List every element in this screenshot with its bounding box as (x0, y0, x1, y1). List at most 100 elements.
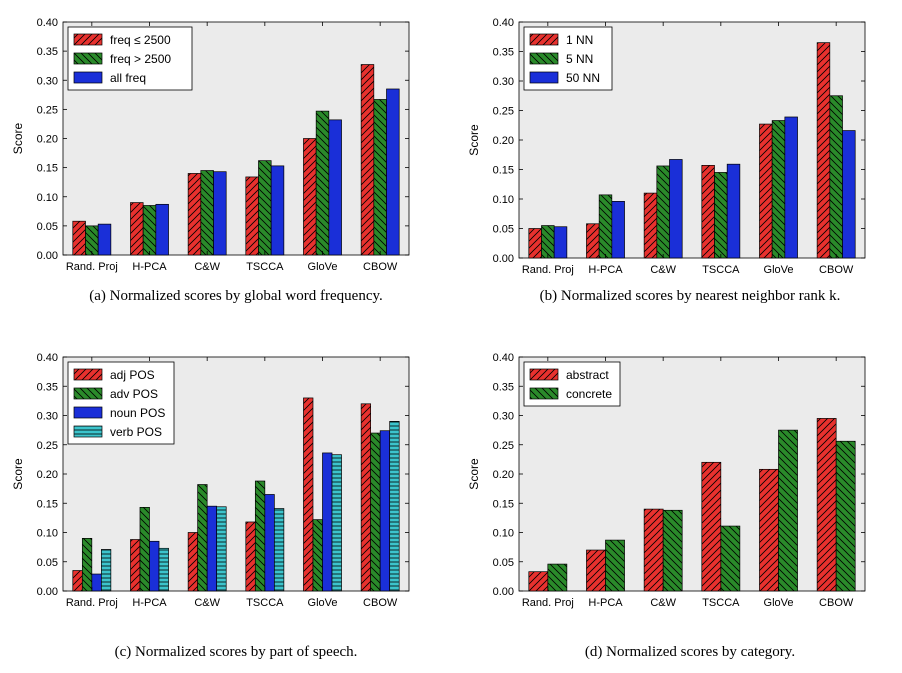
y-tick-label: 0.10 (37, 192, 58, 204)
x-tick-label: CBOW (363, 597, 398, 609)
y-tick-label: 0.25 (37, 440, 58, 452)
bar-hatch (599, 194, 612, 258)
bar-hatch (759, 124, 773, 258)
bar-outline (605, 539, 625, 592)
y-tick-label: 0.25 (493, 440, 514, 452)
bar-hatch (701, 462, 721, 591)
bar-c-0-2 (91, 574, 102, 591)
y-axis-label: Score (11, 458, 25, 490)
legend-swatch-hatch (530, 34, 558, 45)
bar-hatch (245, 176, 259, 255)
bar-outline (216, 506, 227, 592)
bar-hatch (586, 550, 606, 591)
bar-outline (835, 440, 856, 592)
x-tick-label: Rand. Proj (66, 261, 118, 273)
legend-swatch-outline (529, 387, 559, 400)
legend-label: abstract (566, 368, 609, 382)
bar-hatch (586, 223, 600, 258)
bar-hatch (547, 564, 567, 591)
x-tick-label: TSCCA (246, 597, 284, 609)
bar-outline (81, 537, 93, 592)
legend-label: 1 NN (566, 33, 593, 47)
bar-hatch (159, 548, 169, 591)
y-tick-label: 0.10 (37, 528, 58, 540)
bar-hatch (188, 532, 198, 591)
y-tick-label: 0.25 (493, 106, 514, 118)
bar-outline (669, 159, 683, 259)
bar-hatch (389, 421, 400, 591)
bar-hatch (772, 120, 785, 258)
bar-hatch (130, 539, 140, 591)
bar-hatch (528, 571, 548, 591)
bar-a-1-2 (155, 204, 169, 255)
bar-hatch (714, 172, 728, 258)
chart-panel-d: 0.00 0.05 0.10 0.15 0.20 0.25 0.30 0.35 0.40 Scor… (467, 352, 866, 660)
x-tick-label: GloVe (764, 264, 794, 276)
x-tick-label: Rand. Proj (522, 597, 574, 609)
legend-swatch-outline (73, 387, 103, 400)
bar-hatch (332, 454, 342, 591)
bar-outline (97, 223, 112, 256)
x-tick-label: TSCCA (246, 261, 284, 273)
bar-outline (553, 226, 568, 259)
legend-swatch-outline (73, 52, 103, 65)
y-tick-label: 0.10 (493, 194, 514, 206)
bar-hatch (605, 540, 625, 591)
bar-b-3-2 (727, 164, 740, 258)
y-tick-label: 0.15 (493, 165, 514, 177)
bar-b-2-2 (669, 159, 683, 258)
y-tick-label: 0.20 (493, 135, 514, 147)
y-tick-label: 0.05 (37, 557, 58, 569)
y-tick-label: 0.30 (493, 411, 514, 423)
bar-outline (547, 563, 568, 592)
x-tick-label: C&W (194, 261, 220, 273)
bar-outline (213, 171, 227, 256)
x-tick-label: TSCCA (702, 597, 740, 609)
bar-outline (662, 509, 683, 592)
bar-b-4-2 (784, 116, 798, 259)
figure-caption: (d) Normalized scores by category. (585, 644, 795, 660)
bar-hatch (373, 99, 387, 255)
bar-hatch (188, 173, 201, 255)
legend-swatch-outline (73, 71, 103, 84)
bar-hatch (303, 138, 317, 255)
y-axis-label: Score (467, 124, 481, 156)
legend-swatch-hatch (74, 426, 102, 437)
legend-label: adj POS (110, 368, 155, 382)
bar-outline (155, 203, 169, 256)
legend-label: freq ≤ 2500 (110, 33, 171, 47)
bar-hatch (829, 95, 843, 258)
bar-outline (389, 421, 400, 592)
legend-label: freq > 2500 (110, 52, 171, 66)
bar-outline (778, 429, 798, 592)
bar-outline (303, 397, 314, 592)
bar-c-5-2 (380, 430, 390, 591)
x-tick-label: GloVe (308, 597, 338, 609)
y-tick-label: 0.40 (37, 352, 58, 364)
legend-label: all freq (110, 71, 146, 85)
y-axis-label: Score (467, 458, 481, 490)
y-tick-label: 0.35 (493, 47, 514, 59)
bar-a-2-2 (213, 171, 227, 255)
bar-hatch (720, 526, 740, 591)
bar-hatch (370, 433, 381, 591)
bar-outline (784, 116, 798, 259)
bar-hatch (528, 228, 542, 258)
chart-panel-b: 0.00 0.05 0.10 0.15 0.20 0.25 0.30 0.35 0.40 Scor… (467, 17, 866, 304)
legend-label: verb POS (110, 425, 162, 439)
chart-panel-a: 0.00 0.05 0.10 0.15 0.20 0.25 0.30 0.35 0.40 Scor… (11, 17, 410, 304)
y-tick-label: 0.20 (37, 469, 58, 481)
y-tick-label: 0.35 (493, 381, 514, 393)
bar-hatch (72, 570, 83, 591)
bar-hatch (72, 221, 86, 255)
x-tick-label: H-PCA (588, 264, 623, 276)
x-tick-label: TSCCA (702, 264, 740, 276)
legend-swatch-hatch (74, 369, 102, 380)
bar-hatch (245, 521, 256, 591)
legend-swatch-hatch (74, 34, 102, 45)
legend-swatch (74, 407, 102, 418)
legend-swatch-outline (73, 368, 103, 381)
bar-hatch (130, 202, 144, 255)
legend-swatch (74, 72, 102, 83)
x-tick-label: GloVe (308, 261, 338, 273)
